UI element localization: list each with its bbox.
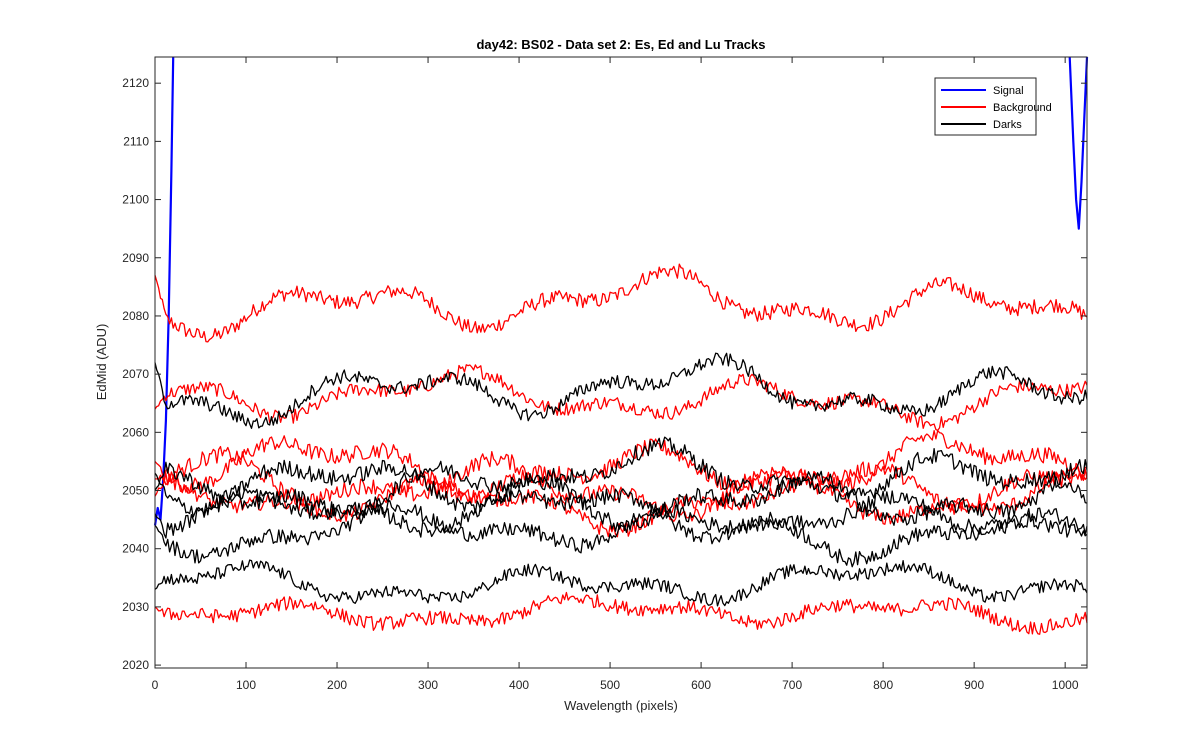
x-tick-label: 1000	[1052, 678, 1079, 692]
y-tick-label: 2060	[122, 425, 149, 439]
x-axis-label: Wavelength (pixels)	[564, 698, 678, 713]
x-tick-label: 600	[691, 678, 711, 692]
legend-label-background: Background	[993, 102, 1052, 114]
y-tick-label: 2040	[122, 542, 149, 556]
x-tick-label: 900	[964, 678, 984, 692]
y-tick-label: 2030	[122, 600, 149, 614]
series-line-background-4	[155, 445, 1088, 523]
y-tick-label: 2020	[122, 658, 149, 672]
y-tick-label: 2080	[122, 309, 149, 323]
x-tick-label: 300	[418, 678, 438, 692]
series-line-background-1	[154, 263, 1088, 343]
ticks-layer: 0 100 200 300 400 500 600 700 800 900 1000 2020 2030…	[122, 57, 1087, 692]
series-line-darks-12	[154, 559, 1088, 607]
y-tick-label: 2090	[122, 251, 149, 265]
series-line-background-2	[154, 364, 1088, 432]
x-tick-label: 700	[782, 678, 802, 692]
series-line-signal-0	[153, 56, 1089, 526]
y-tick-label: 2120	[122, 76, 149, 90]
x-tick-label: 100	[236, 678, 256, 692]
y-tick-label: 2070	[122, 367, 149, 381]
legend[interactable]: Signal Background Darks	[934, 77, 1052, 136]
x-tick-label: 500	[600, 678, 620, 692]
x-tick-label: 0	[152, 678, 159, 692]
plot-area	[155, 57, 1087, 668]
chart-title: day42: BS02 - Data set 2: Es, Ed and Lu …	[476, 37, 765, 52]
series-line-background-3	[154, 429, 1088, 503]
series-line-darks-10	[154, 485, 1088, 545]
series-line-background-6	[154, 591, 1088, 635]
legend-label-signal: Signal	[993, 85, 1024, 97]
y-tick-label: 2100	[122, 193, 149, 207]
x-tick-label: 200	[327, 678, 347, 692]
legend-label-darks: Darks	[993, 119, 1022, 131]
y-tick-label: 2110	[123, 134, 149, 148]
x-tick-label: 800	[873, 678, 893, 692]
series-line-darks-9	[154, 458, 1088, 534]
y-tick-label: 2050	[122, 484, 149, 498]
axes-box	[154, 56, 1088, 669]
x-tick-label: 400	[509, 678, 529, 692]
y-axis-label: EdMid (ADU)	[94, 324, 109, 401]
series-line-darks-7	[154, 352, 1088, 429]
series-layer	[153, 56, 1089, 635]
series-line-darks-11	[154, 500, 1088, 568]
series-line-darks-8	[154, 436, 1088, 518]
